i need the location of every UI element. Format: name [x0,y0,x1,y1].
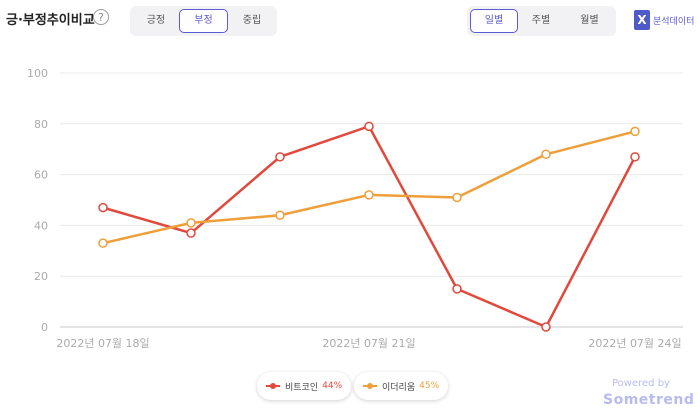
series-line-0 [101,125,637,329]
tab-monthly[interactable]: 월별 [580,15,599,26]
data-point [364,190,374,200]
page-title: 긍·부정추이비교 [6,13,95,28]
data-point [452,192,462,203]
legend-label: 이더리움 [382,382,416,393]
line-chart: 0 20 40 60 80 100 2022년 07월 18일 2022년 07월 21일 20… [27,67,683,350]
x-tick-label: 2022년 07월 21일 [322,336,415,350]
x-tick-label: 2022년 07월 18일 [56,336,149,350]
data-point [452,284,462,294]
x-tick-label: 2022년 07월 24일 [588,336,681,350]
tab-weekly[interactable]: 주별 [531,15,551,26]
y-tick-label: 0 [41,321,48,334]
y-tick-label: 40 [34,219,48,232]
data-point [186,228,196,238]
legend-item-0[interactable]: 비트코인 44% [257,372,352,400]
legend-swatch [266,381,280,391]
y-tick-label: 100 [27,67,48,80]
data-point [364,121,374,132]
data-point [541,322,551,332]
data-point [186,218,196,228]
data-point [98,238,108,248]
legend-percent: 44% [322,381,343,391]
sentiment-tabs: 긍정 부정 중립 [130,6,277,36]
period-tabs: 일별 주별 월별 [467,6,616,36]
data-point [541,149,551,160]
help-icon[interactable]: ? [93,9,109,25]
data-point [630,152,640,162]
legend-swatch [363,381,377,391]
y-tick-label: 60 [34,169,48,182]
export-label: 분석데이터 [653,16,695,27]
legend-percent: 45% [419,381,440,391]
export-data-button[interactable]: X 분석데이터 [634,10,694,30]
legend-label: 비트코인 [285,382,319,393]
data-point [98,202,108,213]
series-line-1 [101,130,637,245]
tab-neutral[interactable]: 중립 [242,15,262,26]
data-point [630,126,640,137]
y-tick-label: 20 [34,270,48,283]
tab-positive[interactable]: 긍정 [146,15,166,26]
powered-by-label: Powered by [612,378,670,389]
tab-negative[interactable]: 부정 [179,9,228,33]
brand-logo: Sometrend [603,392,695,408]
data-point [275,210,285,220]
data-point [275,152,285,162]
legend-item-1[interactable]: 이더리움 45% [354,372,449,400]
excel-icon: X [634,10,650,30]
y-tick-label: 80 [34,118,48,131]
tab-daily[interactable]: 일별 [470,9,518,33]
